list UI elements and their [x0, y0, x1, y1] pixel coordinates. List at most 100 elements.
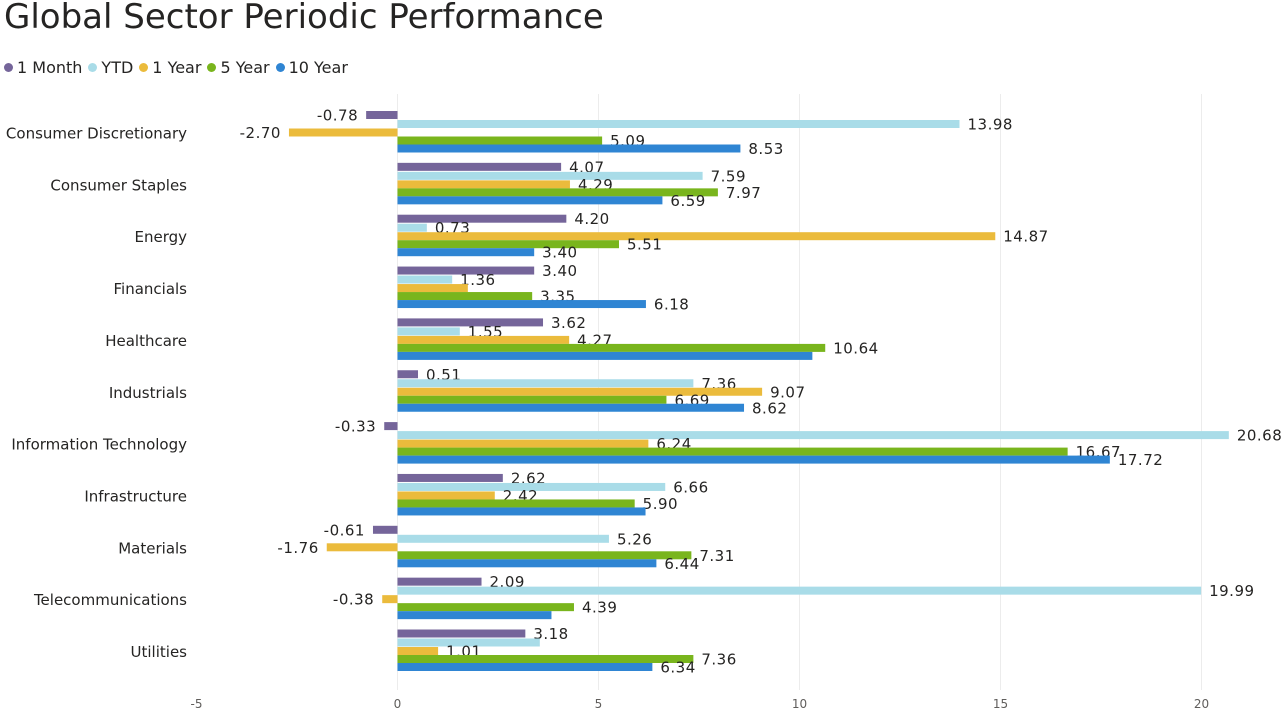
- bar-ytd-healthcare: [397, 327, 460, 336]
- category-label-energy: Energy: [134, 228, 187, 246]
- bar-5-year-financials: [397, 292, 533, 301]
- x-tick-label: 5: [595, 697, 603, 711]
- legend-marker-1-year: [139, 62, 149, 72]
- bar-ytd-telecommunications: [397, 586, 1202, 595]
- data-label-10-year-energy: 3.40: [542, 244, 577, 262]
- x-tick-label: -5: [191, 697, 203, 711]
- bar-1-month-consumer-discretionary: [366, 111, 398, 119]
- bar-ytd-information-technology: [397, 431, 1229, 440]
- data-label-5-year-consumer-staples: 7.97: [726, 184, 761, 202]
- legend-item-1-year[interactable]: 1 Year: [139, 58, 201, 77]
- legend-item-10-year[interactable]: 10 Year: [275, 57, 348, 77]
- bar-5-year-energy: [397, 240, 620, 249]
- bar-ytd-financials: [397, 275, 453, 284]
- bar-5-year-information-technology: [397, 447, 1068, 456]
- bar-1-year-telecommunications: [382, 595, 398, 604]
- bar-ytd-energy: [397, 223, 427, 232]
- data-label-ytd-information-technology: 20.68: [1237, 427, 1282, 445]
- bar-10-year-industrials: [397, 403, 745, 412]
- bar-1-month-materials: [372, 525, 398, 534]
- bar-1-year-consumer-staples: [397, 180, 570, 189]
- category-label-materials: Materials: [118, 539, 187, 557]
- category-label-industrials: Industrials: [109, 384, 187, 402]
- data-label-1-year-telecommunications: -0.38: [333, 591, 374, 609]
- data-label-10-year-consumer-staples: 6.59: [670, 192, 705, 210]
- data-label-ytd-telecommunications: 19.99: [1209, 582, 1254, 600]
- data-label-10-year-financials: 6.18: [654, 296, 689, 314]
- bar-1-month-telecommunications: [397, 577, 482, 586]
- bar-1-month-healthcare: [397, 318, 544, 327]
- bar-10-year-healthcare: [397, 351, 813, 360]
- data-label-1-year-materials: -1.76: [277, 539, 318, 557]
- data-label-5-year-healthcare: 10.64: [833, 339, 878, 357]
- bar-10-year-information-technology: [397, 455, 1110, 464]
- legend-label-5-year: 5 Year: [220, 57, 270, 77]
- data-label-10-year-industrials: 8.62: [752, 399, 787, 417]
- bar-1-year-healthcare: [397, 335, 570, 344]
- data-label-1-year-consumer-discretionary: -2.70: [240, 124, 281, 142]
- data-label-1-month-utilities: 3.18: [533, 625, 568, 643]
- bar-1-year-financials: [397, 284, 468, 293]
- category-label-consumer-discretionary: Consumer Discretionary: [6, 125, 187, 143]
- category-label-financials: Financials: [114, 280, 188, 298]
- bar-1-year-consumer-discretionary: [288, 128, 398, 137]
- data-label-10-year-consumer-discretionary: 8.53: [748, 140, 783, 158]
- bar-1-year-materials: [326, 543, 398, 552]
- legend-marker-5-year: [207, 62, 217, 72]
- bar-1-month-industrials: [397, 370, 419, 379]
- bar-ytd-consumer-staples: [397, 171, 703, 180]
- bar-1-year-energy: [397, 232, 996, 241]
- bar-5-year-industrials: [397, 395, 667, 404]
- data-label-1-month-financials: 3.40: [542, 262, 577, 280]
- data-label-ytd-consumer-staples: 7.59: [711, 167, 746, 185]
- bar-10-year-infrastructure: [397, 507, 646, 516]
- bar-10-year-consumer-staples: [397, 196, 663, 205]
- data-label-1-year-industrials: 9.07: [770, 383, 805, 401]
- data-label-1-month-healthcare: 3.62: [551, 314, 586, 332]
- bar-1-year-information-technology: [397, 439, 649, 448]
- legend-label-ytd: YTD: [101, 57, 134, 77]
- data-label-ytd-financials: 1.36: [460, 271, 495, 289]
- legend-label-10-year: 10 Year: [288, 57, 348, 77]
- bar-ytd-materials: [397, 534, 609, 543]
- legend-item-1-month[interactable]: 1 Month: [4, 58, 82, 77]
- bar-5-year-consumer-staples: [397, 188, 718, 197]
- legend-marker-10-year: [275, 62, 285, 72]
- bar-5-year-materials: [397, 551, 692, 560]
- x-tick-label: 10: [792, 697, 807, 711]
- legend-item-ytd[interactable]: YTD: [88, 58, 133, 77]
- data-label-5-year-infrastructure: 5.90: [643, 495, 678, 513]
- category-label-information-technology: Information Technology: [11, 436, 187, 454]
- bar-5-year-telecommunications: [397, 603, 574, 612]
- data-label-10-year-information-technology: 17.72: [1118, 451, 1163, 469]
- bar-1-month-energy: [397, 214, 567, 223]
- legend-label-1-year: 1 Year: [152, 57, 202, 77]
- data-label-5-year-energy: 5.51: [627, 236, 662, 254]
- bar-1-year-industrials: [397, 387, 763, 396]
- data-label-10-year-utilities: 6.34: [660, 659, 695, 677]
- legend-label-1-month: 1 Month: [17, 57, 83, 77]
- legend-marker-ytd: [88, 62, 98, 72]
- bar-ytd-utilities: [397, 638, 540, 647]
- bar-5-year-consumer-discretionary: [397, 136, 603, 145]
- data-label-5-year-utilities: 7.36: [701, 651, 736, 669]
- category-label-consumer-staples: Consumer Staples: [50, 176, 187, 194]
- legend-item-5-year[interactable]: 5 Year: [207, 57, 270, 77]
- data-label-1-month-energy: 4.20: [574, 210, 609, 228]
- bar-10-year-energy: [397, 248, 535, 257]
- data-label-1-year-energy: 14.87: [1003, 228, 1048, 246]
- bar-1-month-financials: [397, 266, 535, 275]
- category-label-utilities: Utilities: [131, 643, 188, 661]
- data-label-1-month-consumer-discretionary: -0.78: [317, 107, 358, 125]
- bar-1-month-consumer-staples: [397, 162, 562, 171]
- category-label-telecommunications: Telecommunications: [33, 591, 187, 609]
- bar-ytd-infrastructure: [397, 482, 666, 491]
- data-label-5-year-telecommunications: 4.39: [582, 599, 617, 617]
- category-label-infrastructure: Infrastructure: [84, 487, 187, 505]
- x-tick-label: 0: [394, 697, 402, 711]
- bar-1-year-infrastructure: [397, 491, 495, 500]
- bar-1-month-information-technology: [384, 422, 398, 431]
- chart-title: Global Sector Periodic Performance: [4, 0, 604, 37]
- data-label-1-month-materials: -0.61: [324, 521, 365, 539]
